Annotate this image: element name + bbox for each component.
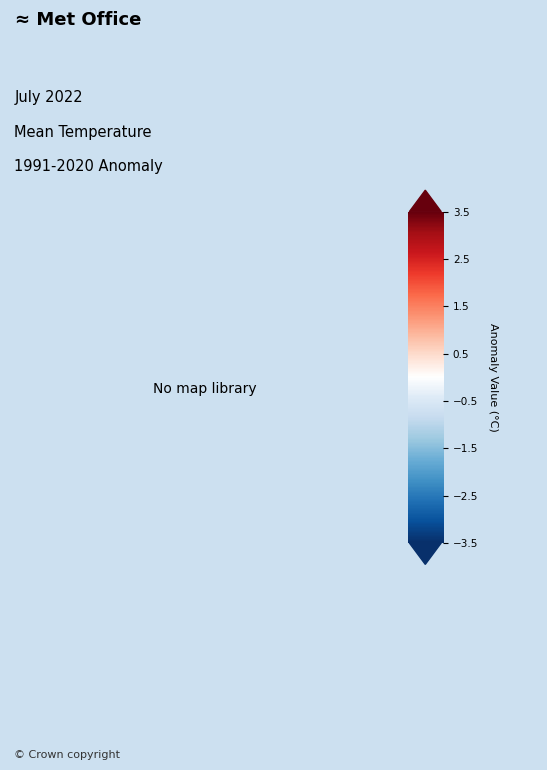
- Text: No map library: No map library: [153, 382, 257, 396]
- Text: © Crown copyright: © Crown copyright: [14, 750, 120, 759]
- Text: Mean Temperature: Mean Temperature: [14, 125, 152, 139]
- Polygon shape: [409, 543, 441, 564]
- Text: ≈ Met Office: ≈ Met Office: [15, 11, 141, 28]
- Polygon shape: [409, 190, 441, 212]
- Text: July 2022: July 2022: [14, 90, 83, 105]
- Y-axis label: Anomaly Value (°C): Anomaly Value (°C): [487, 323, 498, 432]
- Text: 1991-2020 Anomaly: 1991-2020 Anomaly: [14, 159, 163, 174]
